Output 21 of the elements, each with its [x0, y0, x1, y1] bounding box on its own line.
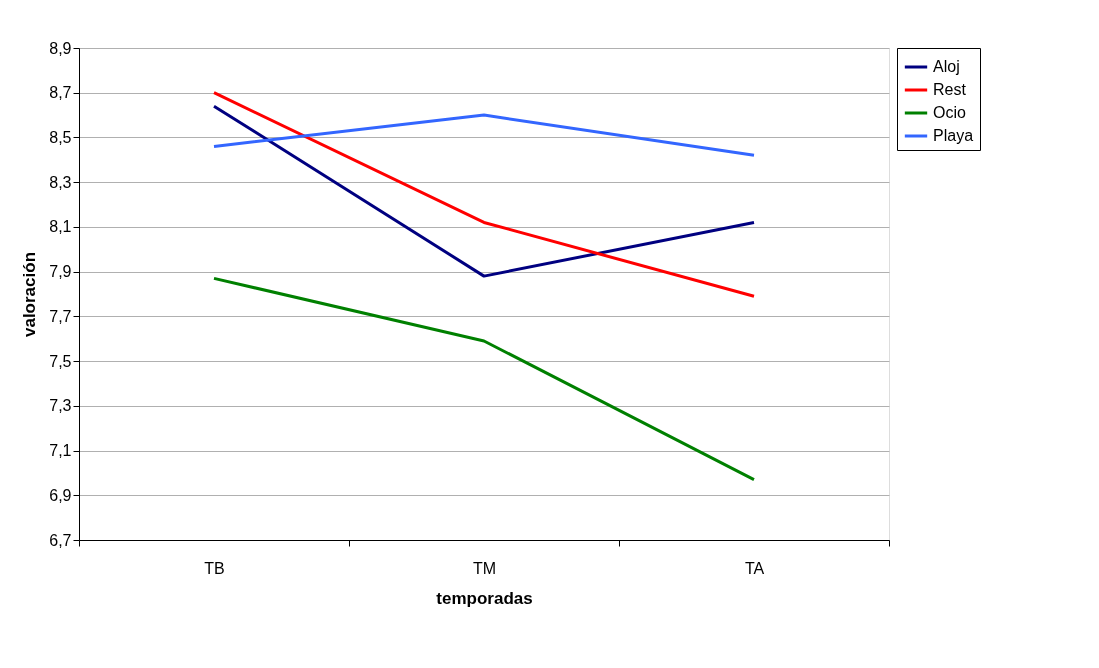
legend-label: Aloj: [933, 58, 960, 75]
y-tick-label: 7,9: [49, 263, 72, 281]
x-tick-label: TA: [744, 559, 765, 577]
y-tick-label: 8,9: [49, 39, 72, 57]
y-tick-label: 7,1: [49, 442, 72, 460]
y-tick-label: 7,7: [49, 307, 72, 325]
legend-label: Playa: [933, 127, 974, 144]
x-tick-label: TM: [472, 559, 497, 577]
y-tick-label: 6,9: [49, 486, 72, 504]
x-axis-title: temporadas: [436, 588, 533, 608]
legend-label: Ocio: [933, 104, 966, 121]
y-tick-label: 8,5: [49, 128, 72, 146]
y-tick-label: 7,5: [49, 352, 72, 370]
y-axis-title: valoración: [20, 251, 40, 338]
y-tick-label: 8,7: [49, 84, 72, 102]
y-tick-label: 7,3: [49, 397, 72, 415]
x-tick-label: TB: [204, 559, 225, 577]
y-tick-label: 8,1: [49, 218, 72, 236]
y-tick-label: 8,3: [49, 173, 72, 191]
y-tick-label: 6,7: [49, 531, 72, 549]
legend-label: Rest: [933, 81, 967, 98]
